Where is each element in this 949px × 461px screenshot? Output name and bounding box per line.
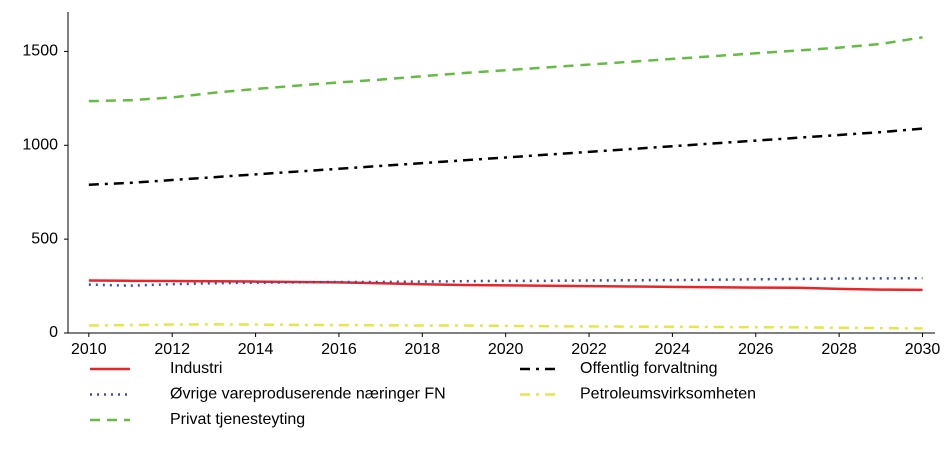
x-tick-label: 2020 (488, 341, 524, 358)
x-tick-label: 2014 (238, 341, 274, 358)
y-tick-label: 1000 (22, 136, 58, 153)
legend-label: Privat tjenesteyting (170, 411, 305, 428)
x-tick-label: 2030 (905, 341, 941, 358)
legend-label: Petroleumsvirksomheten (580, 386, 756, 403)
y-tick-label: 0 (49, 324, 58, 341)
legend-label: Øvrige vareproduserende næringer FN (170, 386, 446, 403)
y-tick-label: 500 (31, 230, 58, 247)
series-line (88, 127, 923, 186)
y-tick-label: 1500 (22, 43, 58, 60)
x-tick-label: 2024 (655, 341, 691, 358)
x-tick-label: 2022 (571, 341, 607, 358)
x-tick-label: 2018 (405, 341, 441, 358)
legend-label: Offentlig forvaltning (580, 360, 718, 377)
x-tick-label: 2012 (154, 341, 190, 358)
x-tick-label: 2010 (71, 341, 107, 358)
series-line (88, 323, 923, 330)
x-tick-label: 2026 (738, 341, 774, 358)
series-line (88, 279, 923, 292)
legend-label: Industri (170, 360, 222, 377)
x-tick-label: 2028 (821, 341, 857, 358)
series-line (88, 36, 923, 103)
series-line (88, 276, 923, 287)
x-tick-label: 2016 (321, 341, 357, 358)
